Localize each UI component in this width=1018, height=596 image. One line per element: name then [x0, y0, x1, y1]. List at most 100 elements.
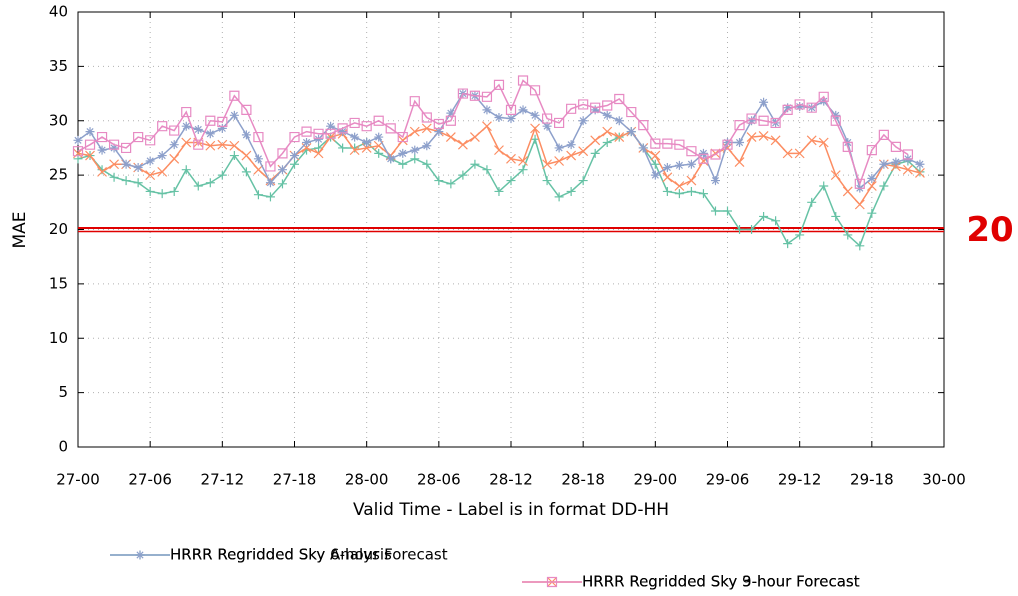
marker: [506, 153, 516, 164]
x-tick-label: 27-00: [56, 471, 100, 489]
marker: [674, 160, 684, 170]
marker: [398, 148, 408, 158]
marker: [662, 163, 672, 173]
legend-marker: [546, 576, 558, 588]
marker: [867, 173, 877, 183]
x-axis-label: Valid Time - Label is in format DD-HH: [353, 500, 669, 520]
marker: [782, 148, 793, 159]
x-tick-label: 29-12: [778, 471, 822, 489]
marker: [759, 97, 769, 107]
marker: [662, 186, 672, 196]
marker: [374, 148, 384, 158]
marker: [482, 105, 492, 115]
marker: [807, 197, 817, 207]
marker: [602, 100, 613, 111]
marker: [662, 172, 673, 183]
marker: [433, 118, 444, 130]
marker: [349, 117, 360, 129]
y-tick-label: 0: [58, 438, 68, 456]
x-tick-label: 29-06: [706, 471, 750, 489]
marker: [650, 138, 661, 149]
marker: [723, 138, 732, 147]
marker: [253, 190, 263, 200]
marker: [795, 102, 805, 112]
y-tick-label: 35: [49, 57, 68, 75]
marker: [302, 138, 312, 147]
marker: [602, 110, 612, 120]
marker: [819, 181, 829, 191]
legend-label: HRRR Regridded Sky 3-hour Forecast: [582, 573, 860, 591]
marker: [277, 179, 287, 189]
x-tick-label: 28-06: [417, 471, 461, 489]
marker: [96, 131, 108, 143]
marker: [169, 186, 179, 196]
marker: [313, 148, 324, 159]
marker: [145, 156, 155, 166]
legend-label: HRRR Regridded Sky 6-hour Forecast: [170, 546, 448, 564]
marker: [338, 127, 348, 137]
marker: [494, 145, 504, 156]
marker: [770, 135, 781, 146]
marker: [349, 145, 360, 156]
marker: [338, 143, 348, 153]
marker: [157, 189, 167, 199]
marker: [590, 105, 600, 115]
marker: [890, 141, 901, 152]
marker: [650, 170, 660, 180]
y-tick-label: 30: [49, 111, 68, 129]
marker: [290, 159, 299, 169]
marker: [446, 179, 456, 189]
marker: [109, 172, 119, 182]
marker: [145, 170, 156, 181]
marker: [734, 120, 745, 131]
marker: [205, 178, 215, 188]
marker: [157, 121, 168, 132]
marker: [409, 96, 420, 107]
marker: [265, 192, 275, 202]
marker: [421, 112, 432, 123]
marker: [445, 132, 456, 142]
marker: [314, 134, 324, 144]
marker: [854, 199, 865, 210]
marker: [554, 192, 564, 202]
marker: [193, 139, 204, 150]
x-tick-label: 30-00: [922, 471, 966, 489]
x-tick-label: 29-18: [850, 471, 894, 489]
marker: [169, 140, 179, 150]
marker: [674, 189, 684, 199]
marker: [698, 153, 709, 164]
marker: [843, 230, 853, 240]
y-axis-label: MAE: [10, 211, 30, 248]
marker: [169, 153, 180, 164]
marker: [915, 159, 925, 169]
marker: [505, 104, 517, 115]
marker: [386, 154, 396, 164]
marker: [542, 121, 552, 131]
marker: [831, 110, 841, 120]
marker: [915, 168, 925, 178]
marker: [734, 157, 745, 167]
marker: [169, 125, 180, 136]
y-tick-label: 40: [49, 3, 68, 21]
legend-label: HRRR Regridded Sky Analysis: [170, 546, 392, 564]
marker: [710, 176, 720, 186]
marker: [469, 132, 480, 142]
marker: [602, 126, 613, 137]
marker: [686, 159, 696, 169]
marker: [133, 163, 143, 173]
marker: [350, 132, 360, 142]
x-tick-label: 29-00: [634, 471, 678, 489]
marker: [241, 130, 251, 140]
marker: [590, 148, 600, 158]
marker: [457, 139, 468, 150]
marker: [253, 154, 263, 164]
marker: [806, 135, 817, 146]
marker: [759, 211, 769, 221]
marker: [735, 225, 745, 234]
marker: [746, 113, 757, 124]
marker: [145, 186, 155, 196]
marker: [373, 115, 384, 126]
marker: [770, 117, 781, 129]
plot-frame: [77, 11, 945, 448]
marker: [517, 75, 529, 86]
